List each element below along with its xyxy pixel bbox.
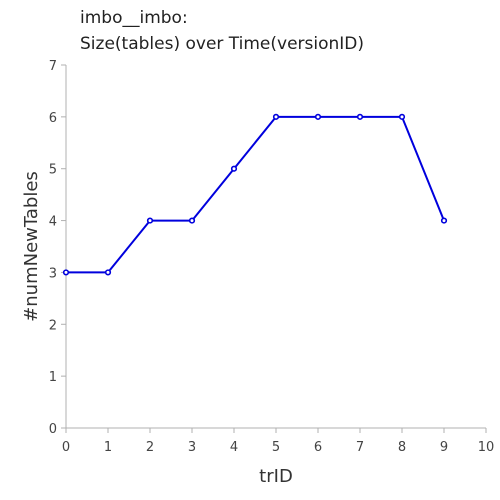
- chart-title: imbo__imbo: Size(tables) over Time(versi…: [80, 8, 364, 54]
- x-tick-label: 6: [314, 440, 322, 455]
- y-tick-label: 7: [49, 59, 57, 74]
- data-point: [272, 113, 280, 120]
- series-layer: [62, 113, 448, 276]
- data-point: [188, 217, 196, 224]
- y-tick-label: 2: [49, 318, 57, 333]
- x-tick-label: 4: [230, 440, 238, 455]
- x-tick-label: 0: [62, 440, 70, 455]
- x-axis-label: trID: [259, 466, 293, 487]
- y-tick-label: 6: [49, 111, 57, 126]
- data-point: [62, 269, 70, 276]
- chart-title-line-2: Size(tables) over Time(versionID): [80, 34, 364, 54]
- x-tick-label: 2: [146, 440, 154, 455]
- y-tick-label: 0: [49, 422, 57, 437]
- x-axis-ticks: 0 1 2 3 4 5 6 7 8 9 10: [62, 428, 494, 455]
- data-point: [398, 113, 406, 120]
- series-line: [66, 115, 445, 274]
- x-tick-label: 10: [478, 440, 495, 455]
- x-tick-label: 8: [398, 440, 406, 455]
- x-tick-label: 3: [188, 440, 196, 455]
- y-tick-label: 5: [49, 163, 57, 178]
- y-tick-label: 4: [49, 215, 57, 230]
- x-tick-label: 9: [440, 440, 448, 455]
- data-point: [356, 113, 364, 120]
- x-tick-label: 7: [356, 440, 364, 455]
- x-tick-label: 5: [272, 440, 280, 455]
- y-tick-label: 3: [49, 266, 57, 281]
- x-tick-label: 1: [104, 440, 112, 455]
- y-axis-label: #numNewTables: [21, 171, 42, 322]
- data-point: [230, 165, 238, 172]
- data-point: [146, 217, 154, 224]
- data-point: [314, 113, 322, 120]
- y-tick-label: 1: [49, 370, 57, 385]
- data-point: [440, 217, 448, 224]
- chart-title-line-1: imbo__imbo:: [80, 8, 188, 28]
- y-axis-ticks: 0 1 2 3 4 5 6 7: [49, 59, 66, 437]
- data-point: [104, 269, 112, 276]
